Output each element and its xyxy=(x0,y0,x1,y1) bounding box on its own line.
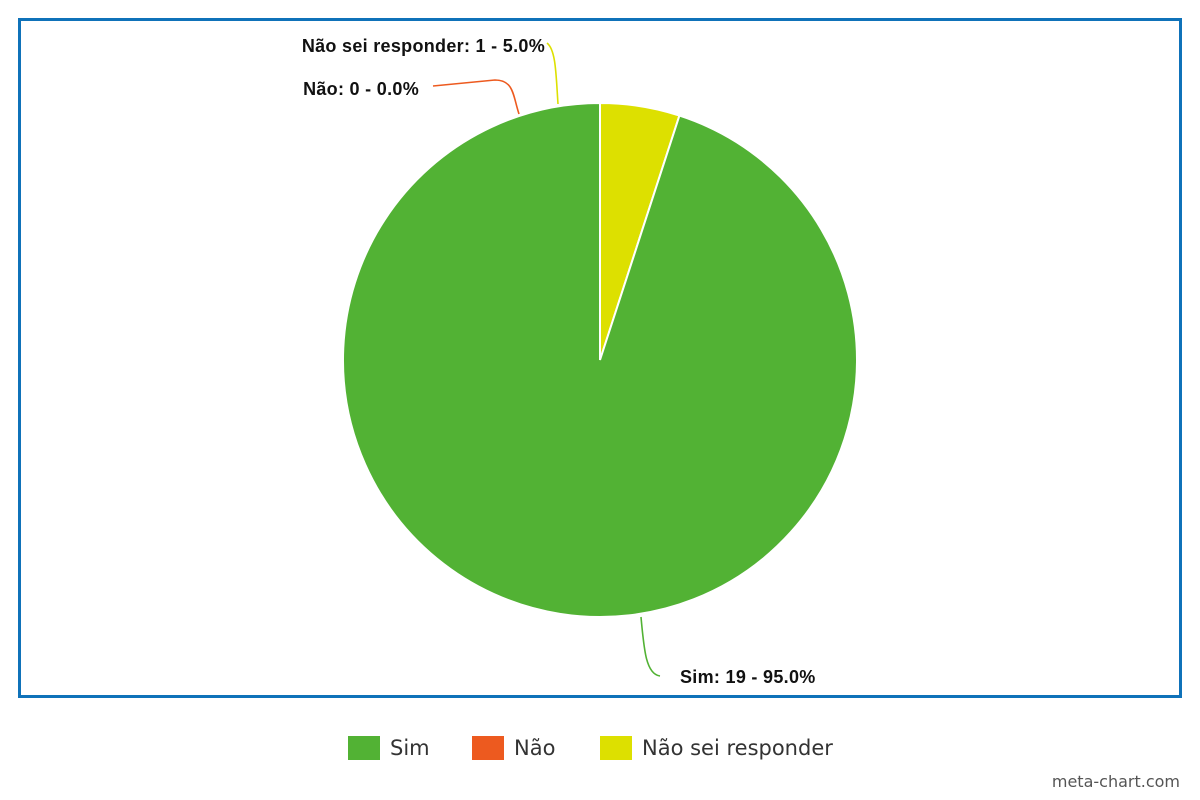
data-label-nao: Não: 0 - 0.0% xyxy=(303,79,419,99)
pie-slices xyxy=(342,101,858,618)
data-labels: Sim: 19 - 95.0% Não: 0 - 0.0% Não sei re… xyxy=(302,36,816,687)
leader-line-n-o-sei-responder xyxy=(546,42,559,105)
watermark: meta-chart.com xyxy=(1051,772,1180,791)
legend-swatch-nao-sei-responder xyxy=(600,736,632,760)
legend-label-sim: Sim xyxy=(390,736,430,760)
legend-item-sim[interactable]: Sim xyxy=(348,733,430,763)
data-label-sim: Sim: 19 - 95.0% xyxy=(680,667,816,687)
legend-swatch-sim xyxy=(348,736,380,760)
legend-label-nao-sei-responder: Não sei responder xyxy=(642,736,833,760)
legend-item-nao[interactable]: Não xyxy=(472,733,555,763)
legend: Sim Não Não sei responder xyxy=(0,733,1200,763)
legend-item-nao-sei-responder[interactable]: Não sei responder xyxy=(600,733,833,763)
chart-frame xyxy=(18,18,1182,698)
data-label-nao-sei-responder: Não sei responder: 1 - 5.0% xyxy=(302,36,545,56)
legend-label-nao: Não xyxy=(514,736,556,760)
leader-line-n-o xyxy=(432,79,520,115)
pie-slice-sim[interactable] xyxy=(342,101,858,618)
leader-lines xyxy=(432,42,661,677)
pie-chart: Sim: 19 - 95.0% Não: 0 - 0.0% Não sei re… xyxy=(302,36,858,687)
legend-swatch-nao xyxy=(472,736,504,760)
leader-line-sim xyxy=(640,616,661,677)
